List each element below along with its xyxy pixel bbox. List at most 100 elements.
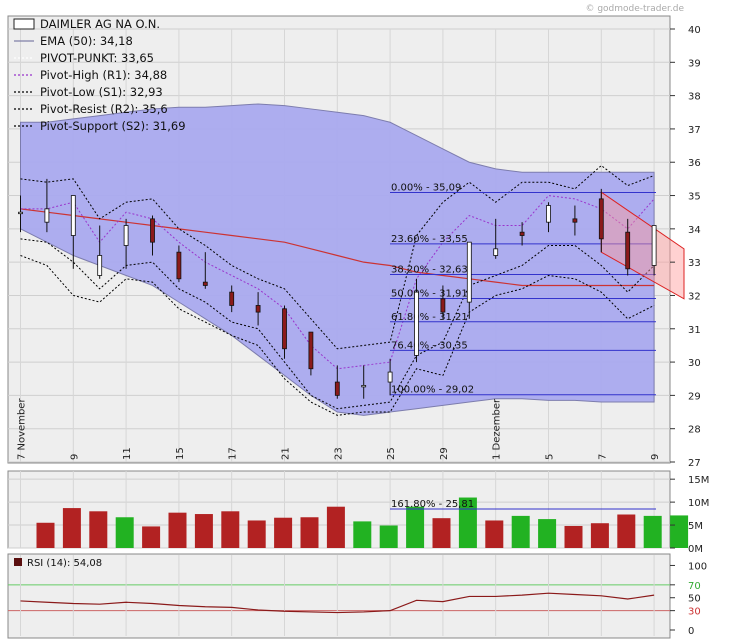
volume-tick-label: 0M	[688, 544, 703, 555]
legend-label: PIVOT-PUNKT: 33,65	[40, 51, 154, 65]
candle-body	[651, 225, 657, 266]
volume-bar	[247, 520, 266, 548]
price-tick-label: 37	[688, 125, 701, 136]
candle-body	[572, 218, 578, 223]
candle-body	[440, 298, 446, 313]
rsi-y-axis: 0 30 50 70 100	[670, 561, 707, 637]
rsi-tick-label: 100	[688, 561, 707, 572]
date-tick-label: 7 November	[17, 398, 28, 460]
candle-body	[493, 248, 499, 256]
date-tick-label: 7	[597, 454, 608, 460]
fib-label: 76.40% - 30,35	[391, 340, 468, 351]
candle-body	[387, 371, 393, 383]
candle-body	[70, 195, 76, 236]
rsi-legend: RSI (14): 54,08	[14, 558, 102, 569]
rsi-line	[20, 592, 655, 614]
price-tick-label: 33	[688, 258, 701, 269]
rsi-tick-label: 30	[688, 607, 701, 618]
candle-body	[546, 205, 551, 223]
candle-body	[44, 208, 50, 223]
legend-label: Pivot-Support (S2): 31,69	[40, 119, 186, 133]
volume-bar	[643, 515, 662, 548]
candle-body	[176, 251, 182, 280]
volume-bar	[564, 525, 583, 548]
candle-body	[361, 384, 367, 388]
volume-bars	[36, 497, 689, 548]
volume-fibonacci: 161.80% - 25,81	[390, 499, 656, 510]
fib-label: 23.60% - 33,55	[391, 234, 468, 245]
price-band	[20, 103, 655, 416]
fib-label: 50.00% - 31,91	[391, 288, 468, 299]
date-tick-label: 15	[175, 447, 186, 460]
price-tick-label: 36	[688, 158, 701, 169]
volume-bar	[379, 525, 398, 548]
volume-bar	[115, 517, 134, 548]
date-tick-label: 29	[439, 447, 450, 460]
date-tick-label: 17	[228, 447, 239, 460]
candle-body	[334, 381, 340, 396]
volume-bar	[300, 517, 319, 548]
legend-label: Pivot-Low (S1): 32,93	[40, 85, 163, 99]
candle-body	[598, 198, 604, 240]
candle-body	[150, 218, 155, 243]
candlesticks	[18, 178, 657, 399]
date-tick-label: 23	[333, 447, 344, 460]
rsi-series-line	[20, 592, 655, 614]
price-y-axis: 27 28 29 30 31 32 33 34 35 36 37 38 39 40	[670, 25, 701, 469]
price-tick-label: 27	[688, 458, 701, 469]
price-tick-label: 29	[688, 391, 701, 402]
volume-bar	[194, 514, 213, 548]
price-tick-label: 30	[688, 358, 701, 369]
candle-body	[123, 225, 129, 246]
date-x-axis: 7 November 9 11 15 17 21 23 25 29 1 Dezember 5 7 9	[17, 398, 662, 460]
volume-bar	[590, 523, 609, 548]
rsi-tick-label: 0	[688, 626, 694, 637]
price-tick-label: 40	[688, 25, 701, 36]
fibonacci-levels: 0.00% - 35,09 23.60% - 33,55 38.20% - 32,6…	[390, 183, 656, 396]
date-tick-label: 11	[122, 447, 133, 460]
pivot-r2-line	[20, 164, 655, 350]
rsi-legend-label: RSI (14): 54,08	[27, 558, 102, 569]
price-tick-label: 34	[688, 225, 701, 236]
candle-body	[519, 231, 525, 236]
volume-tick-label: 10M	[688, 498, 709, 509]
volume-bar	[485, 520, 504, 548]
volume-bar	[62, 508, 81, 548]
legend-label: EMA (50): 34,18	[40, 34, 133, 48]
price-tick-label: 32	[688, 291, 701, 302]
volume-y-axis: 0M 5M 10M 15M	[670, 475, 709, 555]
legend-label: DAIMLER AG NA O.N.	[40, 17, 160, 31]
volume-bar	[326, 506, 345, 548]
volume-bar	[538, 519, 557, 548]
candle-body	[308, 331, 314, 370]
price-legend: DAIMLER AG NA O.N. EMA (50): 34,18 PIVOT-P…	[13, 17, 186, 133]
candle-body	[466, 241, 472, 303]
date-tick-label: 9	[650, 454, 661, 460]
date-tick-label: 21	[281, 447, 292, 460]
volume-bar	[353, 521, 372, 548]
price-tick-label: 39	[688, 58, 701, 69]
rsi-tick-label: 70	[688, 581, 701, 592]
volume-bar	[406, 506, 425, 548]
pivot-s2-line	[20, 255, 655, 416]
volume-bar	[89, 511, 108, 548]
candle-body	[282, 308, 287, 350]
volume-bar	[274, 517, 293, 548]
price-tick-label: 38	[688, 92, 701, 103]
price-tick-label: 28	[688, 425, 701, 436]
candle-body	[414, 291, 419, 356]
fib-label: 38.20% - 32,63	[391, 264, 468, 275]
volume-bar	[168, 512, 187, 548]
legend-label: Pivot-Resist (R2): 35,6	[40, 102, 168, 116]
date-tick-label: 5	[545, 454, 556, 460]
volume-bar	[458, 497, 477, 548]
volume-bar	[36, 522, 55, 548]
candle-body	[255, 305, 261, 313]
volume-fib-label: 161.80% - 25,81	[391, 499, 474, 510]
volume-bar	[142, 526, 161, 548]
volume-bar	[670, 515, 689, 548]
volume-bar	[617, 514, 636, 548]
volume-bar	[511, 515, 530, 548]
price-tick-label: 31	[688, 325, 701, 336]
